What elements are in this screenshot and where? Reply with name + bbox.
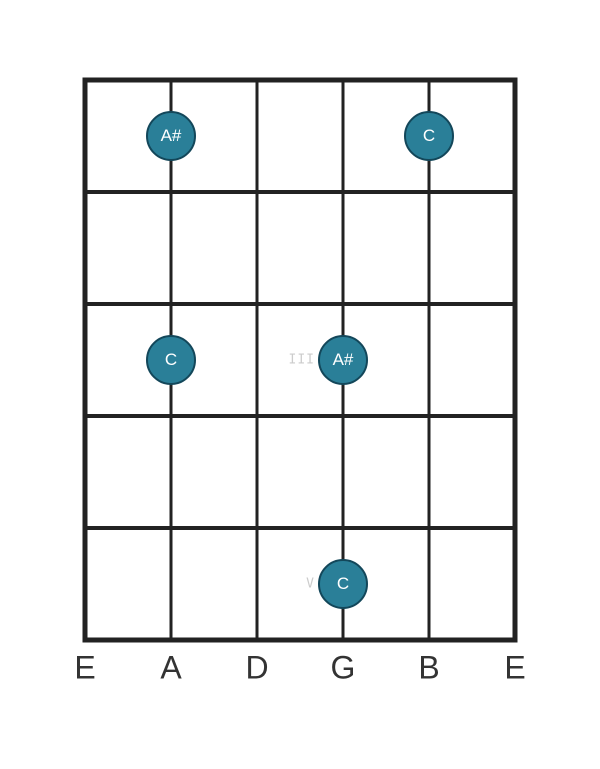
string-label: E — [74, 650, 95, 687]
note-dot: C — [319, 560, 367, 608]
note-dot: A# — [319, 336, 367, 384]
string-label: G — [331, 650, 356, 687]
note-dot: C — [405, 112, 453, 160]
string-label: B — [418, 650, 439, 687]
fret-marker: III — [289, 353, 315, 368]
note-dot: C — [147, 336, 195, 384]
string-label: A — [160, 650, 181, 687]
string-label: D — [245, 650, 268, 687]
note-dot: A# — [147, 112, 195, 160]
fret-marker: V — [306, 577, 315, 592]
string-label: E — [504, 650, 525, 687]
